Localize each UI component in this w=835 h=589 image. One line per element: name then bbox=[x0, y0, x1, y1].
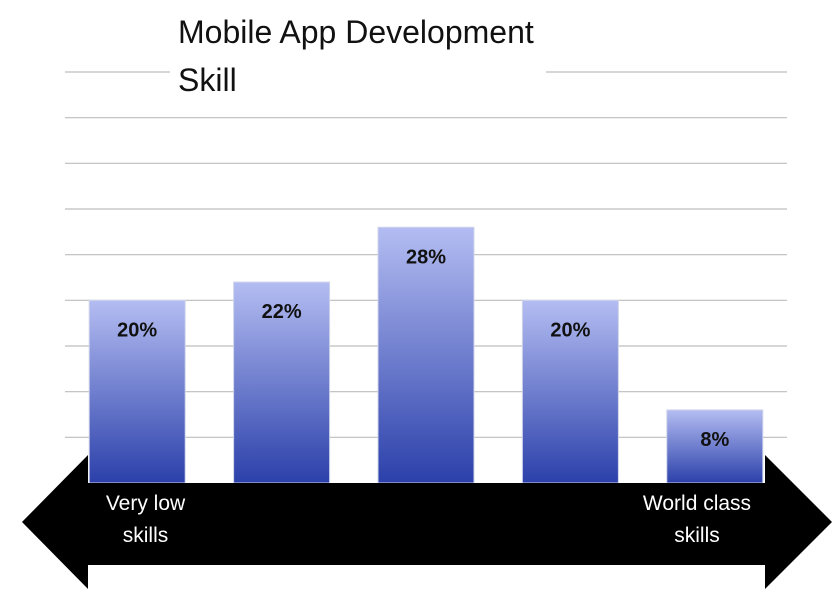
bar bbox=[88, 299, 186, 484]
value-label: 22% bbox=[262, 301, 302, 323]
arrow bbox=[22, 455, 832, 589]
value-label: 8% bbox=[700, 429, 729, 451]
bar bbox=[233, 281, 331, 484]
bar bbox=[521, 299, 619, 484]
annotation: Very low skills bbox=[105, 492, 186, 547]
value-label: 20% bbox=[117, 319, 157, 341]
value-label: 28% bbox=[406, 246, 446, 268]
value-label: 20% bbox=[550, 319, 590, 341]
chart-title: Mobile App Development Skill bbox=[170, 8, 546, 104]
annotation: World class skills bbox=[642, 492, 752, 547]
bar bbox=[377, 226, 475, 484]
bar bbox=[666, 409, 764, 484]
